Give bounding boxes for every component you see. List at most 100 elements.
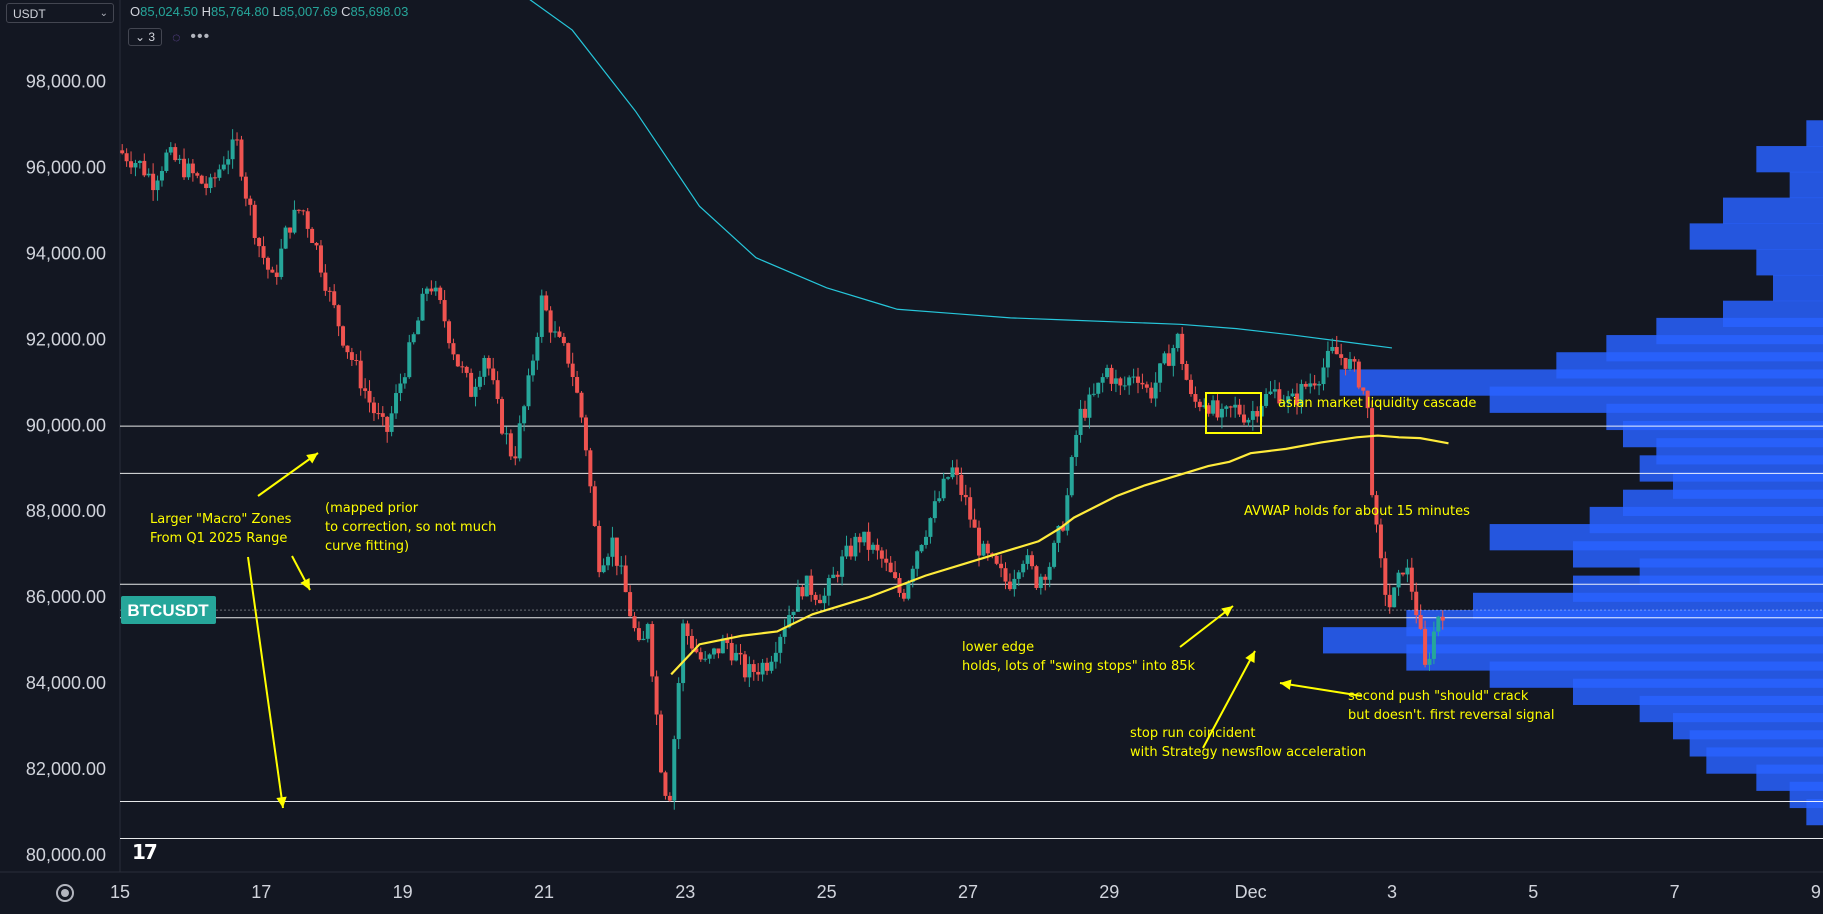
candle (1083, 400, 1088, 421)
candle (1321, 358, 1326, 391)
candle-body (447, 321, 452, 344)
candle-body (840, 556, 845, 577)
candle (133, 159, 138, 177)
candle-body (725, 638, 730, 643)
indicators-toggle[interactable]: ⌄ 3 (128, 28, 163, 46)
candle (517, 415, 522, 462)
candle (1241, 404, 1246, 426)
candle-body (1162, 353, 1167, 364)
candle (495, 371, 500, 404)
candle-body (1056, 525, 1061, 543)
candle (871, 542, 876, 554)
candle (1113, 369, 1118, 393)
candle (1356, 359, 1361, 390)
candle (363, 378, 368, 399)
annotation-arrow-shaft (1179, 605, 1234, 648)
candle-body (1233, 404, 1238, 408)
time-axis[interactable]: 15 17 19 21 23 25 27 29 Dec 3 5 7 9 (110, 882, 1821, 902)
candle-body (844, 545, 849, 557)
candle (1206, 402, 1211, 417)
candle (1281, 394, 1286, 405)
candle (164, 149, 169, 173)
candle-body (173, 147, 178, 161)
candle (1374, 491, 1379, 533)
candle (195, 171, 200, 179)
candle-body (155, 180, 160, 191)
candle (288, 227, 293, 239)
candle-body (442, 300, 447, 322)
candle-body (195, 173, 200, 176)
candle (579, 390, 584, 423)
annotation-line: Larger "Macro" Zones (150, 512, 292, 527)
candle (173, 143, 178, 162)
sync-icon[interactable]: ◌ (172, 29, 181, 45)
candle (950, 460, 955, 480)
candle-body (583, 417, 588, 451)
candle-body (1361, 387, 1366, 391)
candle (460, 361, 465, 374)
candle (1330, 338, 1335, 354)
btcusdt-price-badge: BTCUSDT (120, 596, 1823, 625)
candle-body (1290, 393, 1295, 397)
candle-body (1131, 376, 1136, 378)
candle (1180, 326, 1185, 371)
candle (1409, 557, 1414, 601)
candle-body (1277, 389, 1282, 404)
candle (588, 447, 593, 493)
candle (239, 135, 244, 181)
candle (1268, 381, 1273, 395)
candle-body (358, 360, 363, 389)
candle-body (1074, 434, 1079, 458)
candle (358, 350, 363, 396)
candle-body (491, 368, 496, 381)
candle (442, 290, 447, 328)
candle (1370, 400, 1375, 498)
time-tick-label: 17 (251, 882, 271, 902)
candle (424, 286, 429, 302)
candle (508, 429, 513, 460)
avwap-path (670, 434, 1449, 676)
more-icon[interactable]: ••• (190, 28, 211, 45)
candle (1294, 383, 1299, 415)
candle-body (1392, 587, 1397, 608)
candle-body (310, 228, 315, 243)
candle-body (1268, 391, 1273, 394)
candle-body (813, 594, 818, 600)
candle-body (972, 519, 977, 528)
candle-body (420, 293, 425, 321)
candle-body (1264, 393, 1269, 406)
price-axis[interactable]: 98,000.00 96,000.00 94,000.00 92,000.00 90,0… (26, 72, 106, 865)
candle (1387, 584, 1392, 614)
candle (416, 316, 421, 335)
candle-body (848, 545, 853, 557)
candle-body (561, 336, 566, 344)
candle (1365, 390, 1370, 419)
close-value: 85,698.03 (350, 4, 409, 19)
low-value: 85,007.69 (279, 4, 338, 19)
candle (1233, 396, 1238, 418)
candle (1021, 560, 1026, 578)
candle (1087, 387, 1092, 429)
axis-settings-icon[interactable] (56, 884, 74, 902)
candle (402, 373, 407, 389)
candle-body (729, 642, 734, 661)
candle (641, 630, 646, 641)
candle (1109, 364, 1114, 392)
candle (968, 487, 973, 528)
candle-body (517, 423, 522, 459)
candle-body (985, 543, 990, 554)
candle-body (217, 169, 222, 178)
candle (1007, 573, 1012, 591)
candle-body (513, 456, 518, 459)
candle (1290, 388, 1295, 398)
candle-body (411, 334, 416, 343)
symbol-select[interactable]: USDT ⌄ (6, 3, 114, 23)
candle-body (1096, 382, 1101, 394)
candle (928, 517, 933, 544)
candle-body (977, 527, 982, 556)
moving-average-line (529, 0, 1393, 349)
candle-body (1219, 408, 1224, 418)
candle (853, 533, 858, 561)
candle (177, 154, 182, 164)
